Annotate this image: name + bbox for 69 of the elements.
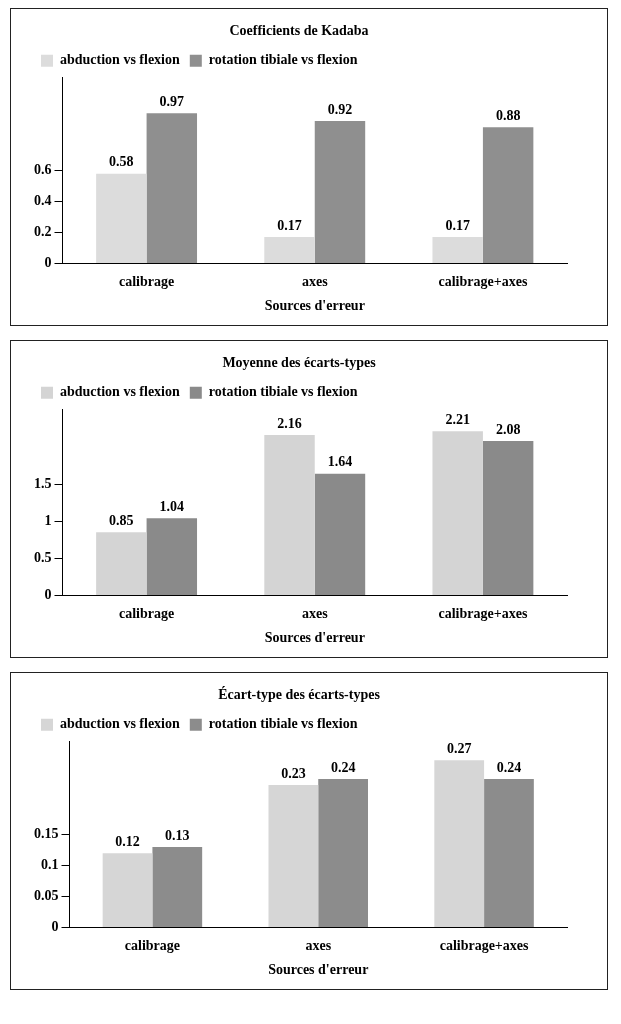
- data-label: 2.21: [445, 411, 470, 427]
- x-tick-label: calibrage: [118, 606, 175, 622]
- data-label: 0.24: [496, 759, 522, 775]
- bar: [484, 778, 534, 927]
- chart-title: Écart-type des écarts-types: [218, 686, 381, 703]
- data-label: 0.92: [327, 101, 353, 117]
- data-label: 0.12: [115, 833, 140, 849]
- legend-label: rotation tibiale vs flexion: [208, 384, 358, 400]
- data-label: 0.27: [446, 740, 472, 756]
- bar: [264, 237, 315, 263]
- data-label: 0.88: [495, 107, 521, 123]
- bar: [432, 431, 483, 595]
- y-tick-label: 0.4: [34, 193, 52, 209]
- data-label: 1.04: [159, 498, 185, 514]
- data-label: 0.58: [109, 154, 134, 170]
- bar: [268, 785, 319, 927]
- bar: [318, 778, 368, 927]
- data-label: 0.23: [281, 765, 306, 781]
- x-tick-label: axes: [301, 606, 329, 622]
- y-tick-label: 0.15: [34, 826, 59, 842]
- legend-label: abduction vs flexion: [60, 52, 181, 68]
- data-label: 2.08: [495, 421, 521, 437]
- x-tick-label: calibrage+axes: [439, 938, 530, 954]
- legend-label: abduction vs flexion: [60, 384, 181, 400]
- x-axis-title: Sources d'erreur: [264, 298, 365, 314]
- y-tick-label: 0.5: [34, 549, 52, 565]
- y-tick-label: 0: [51, 919, 59, 935]
- bar: [96, 173, 147, 263]
- data-label: 0.17: [445, 217, 470, 233]
- y-tick-label: 1.5: [34, 475, 52, 491]
- data-label: 0.13: [165, 827, 190, 843]
- legend-label: rotation tibiale vs flexion: [208, 716, 358, 732]
- data-label: 2.16: [277, 415, 302, 431]
- bar: [434, 760, 485, 927]
- y-tick-label: 0: [44, 255, 52, 271]
- x-tick-label: axes: [301, 274, 329, 290]
- data-label: 0.17: [277, 217, 302, 233]
- x-tick-label: axes: [305, 938, 332, 954]
- bar: [96, 532, 147, 595]
- bar: [102, 853, 153, 927]
- legend-label: rotation tibiale vs flexion: [208, 52, 358, 68]
- x-tick-label: calibrage+axes: [438, 274, 528, 290]
- bar: [146, 113, 198, 263]
- y-tick-label: 0.1: [41, 857, 59, 873]
- x-axis-title: Sources d'erreur: [264, 630, 365, 646]
- chart-title: Coefficients de Kadaba: [229, 23, 369, 39]
- bar: [482, 440, 534, 595]
- data-label: 0.85: [109, 512, 134, 528]
- bar: [314, 473, 366, 595]
- x-axis-title: Sources d'erreur: [268, 962, 369, 978]
- y-tick-label: 0.2: [34, 224, 52, 240]
- legend-label: abduction vs flexion: [60, 716, 181, 732]
- bar: [482, 127, 534, 263]
- data-label: 0.97: [159, 93, 185, 109]
- bar: [314, 121, 366, 263]
- x-tick-label: calibrage+axes: [438, 606, 528, 622]
- bar: [152, 846, 203, 927]
- y-tick-label: 0.6: [34, 162, 52, 178]
- y-tick-label: 0.05: [34, 888, 59, 904]
- bar: [432, 237, 483, 263]
- chart-title: Moyenne des écarts-types: [222, 355, 377, 371]
- x-tick-label: calibrage: [118, 274, 175, 290]
- data-label: 0.24: [330, 759, 356, 775]
- data-label: 1.64: [327, 454, 353, 470]
- y-tick-label: 0: [44, 587, 52, 603]
- x-tick-label: calibrage: [124, 938, 181, 954]
- bar: [146, 518, 198, 595]
- bar: [264, 435, 315, 595]
- y-tick-label: 1: [44, 512, 52, 528]
